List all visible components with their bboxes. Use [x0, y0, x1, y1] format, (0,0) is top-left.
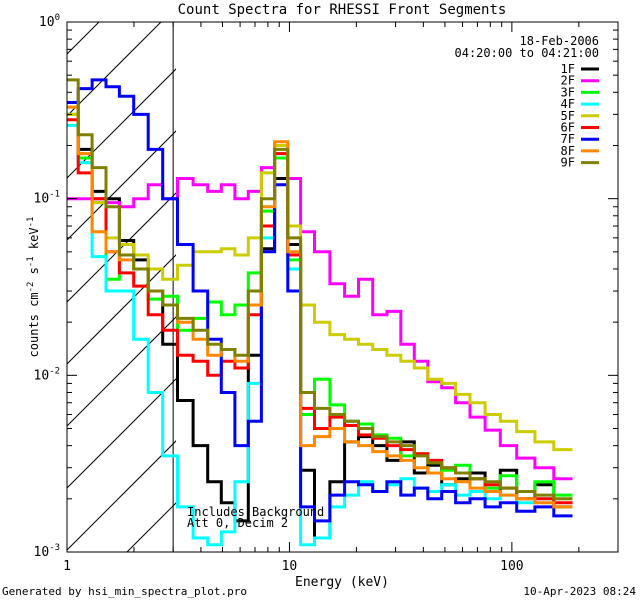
y-tick-label: 10-2: [34, 366, 61, 383]
attenuator-note: Att 0, Decim 2: [187, 516, 288, 530]
hatch-line: [67, 22, 162, 117]
date-label: 18-Feb-2006: [520, 34, 599, 48]
y-axis-label: counts cm-2 s-1 keV-1: [26, 217, 41, 358]
legend-label: 7F: [561, 132, 575, 146]
hatch-line: [126, 502, 176, 552]
x-tick-label: 1: [63, 559, 71, 574]
series-6f-line: [67, 118, 573, 505]
series-8f-line: [67, 105, 573, 509]
legend-label: 8F: [561, 144, 575, 158]
plot-frame: [66, 21, 619, 553]
legend-label: 2F: [561, 74, 575, 88]
series-1f-line: [67, 101, 573, 540]
hatch-line: [67, 378, 176, 489]
y-tick-label: 10-3: [34, 543, 61, 560]
series-4f-line: [67, 123, 573, 547]
legend-label: 9F: [561, 156, 575, 170]
hatch-line: [67, 440, 176, 551]
y-tick-label: 100: [39, 13, 60, 30]
generator-footer: Generated by hsi_min_spectra_plot.pro: [2, 585, 247, 598]
time-range-label: 04:20:00 to 04:21:00: [455, 46, 600, 60]
x-tick-labels: 1 10 100: [63, 559, 524, 574]
x-tick-label: 100: [500, 559, 523, 574]
legend-label: 5F: [561, 109, 575, 123]
hatch-line: [67, 192, 176, 303]
background-shaded-region: [67, 22, 176, 552]
series-5f-line: [67, 112, 573, 452]
x-axis-label: Energy (keV): [295, 575, 389, 590]
hatch-line: [67, 68, 176, 179]
series-7f-line: [67, 78, 573, 523]
legend-label: 1F: [561, 62, 575, 76]
series-9f-line: [67, 78, 573, 501]
y-tick-labels: 100 10-1 10-2 10-3: [34, 13, 61, 560]
legend-label: 3F: [561, 85, 575, 99]
hatch-line: [67, 316, 176, 427]
timestamp-footer: 10-Apr-2023 08:24: [523, 585, 636, 598]
legend-label: 6F: [561, 121, 575, 135]
x-tick-label: 10: [282, 559, 298, 574]
chart-title: Count Spectra for RHESSI Front Segments: [178, 2, 507, 18]
hatch-line: [67, 130, 176, 241]
y-tick-label: 10-1: [34, 190, 61, 207]
background-note: Includes Background: [187, 505, 324, 519]
series-lines: [67, 78, 573, 547]
axis-ticks: [66, 21, 619, 553]
legend-label: 4F: [561, 97, 575, 111]
hatch-line: [67, 254, 176, 365]
